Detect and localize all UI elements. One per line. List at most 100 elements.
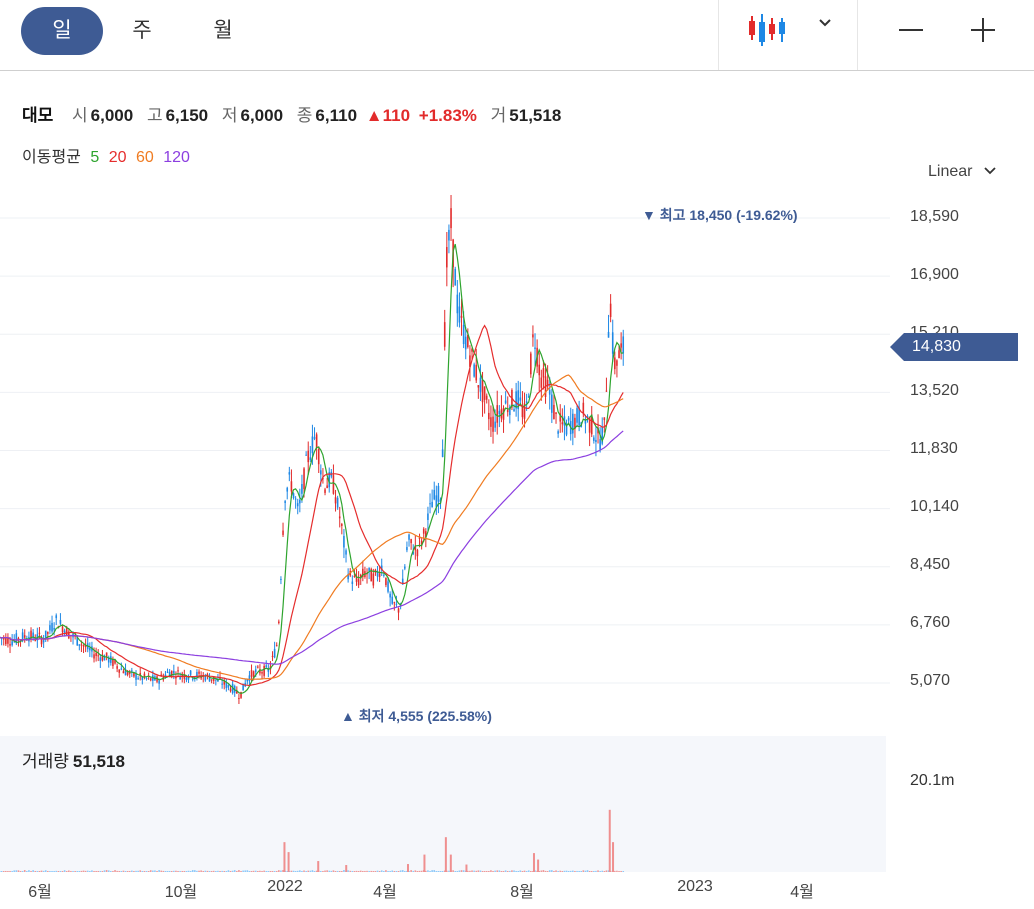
candle-body xyxy=(341,524,343,526)
scale-select[interactable]: Linear xyxy=(928,163,997,181)
volume-bar xyxy=(622,871,625,872)
minus-icon[interactable] xyxy=(891,10,931,50)
volume-bar xyxy=(449,854,452,872)
candle-body xyxy=(404,566,406,569)
volume-bar xyxy=(152,870,154,872)
volume-bar xyxy=(496,870,499,872)
candle-body xyxy=(525,401,528,403)
volume-bar xyxy=(582,870,585,872)
candle-body xyxy=(496,405,499,423)
candle-body xyxy=(343,535,345,548)
candle-body xyxy=(355,576,358,582)
candle-body xyxy=(145,678,148,680)
volume-bar xyxy=(194,870,196,872)
candle-body xyxy=(114,659,116,664)
price-chart[interactable] xyxy=(0,195,890,735)
volume-bar xyxy=(126,871,129,872)
volume-bar xyxy=(55,870,58,872)
volume-bar xyxy=(513,870,515,872)
volume-bar xyxy=(84,870,87,872)
change-value: ▲110 xyxy=(365,106,411,125)
volume-bar xyxy=(574,871,576,872)
x-tick-label: 10월 xyxy=(164,884,198,901)
candle-body xyxy=(231,683,234,694)
volume-bar xyxy=(68,870,70,872)
candle-body xyxy=(328,472,331,488)
candlestick-icon[interactable] xyxy=(748,12,786,48)
volume-bar xyxy=(49,871,51,872)
candle-body xyxy=(553,404,555,420)
volume-bar xyxy=(168,871,171,872)
volume-bar xyxy=(334,871,337,872)
candle-body xyxy=(401,578,404,585)
volume-bar xyxy=(177,871,179,872)
candle-body xyxy=(548,389,551,395)
volume-bar xyxy=(246,870,249,872)
candle-body xyxy=(15,633,18,644)
candle-body xyxy=(446,247,448,268)
plus-icon[interactable] xyxy=(963,10,1003,50)
tab-monthly[interactable]: 월 xyxy=(213,19,233,42)
candle-body xyxy=(263,665,265,676)
volume-bar xyxy=(607,870,610,872)
volume-bar xyxy=(309,870,312,872)
candle-body xyxy=(240,691,242,698)
candle-body xyxy=(485,395,488,400)
volume-bar xyxy=(467,870,469,872)
volume-bar xyxy=(437,871,440,872)
volume-bar xyxy=(395,871,398,872)
volume-bar xyxy=(198,870,200,872)
volume-bar xyxy=(307,870,310,872)
candle-body xyxy=(208,677,211,682)
volume-bar xyxy=(116,870,118,872)
candle-body xyxy=(122,671,125,674)
x-tick-label: 4월 xyxy=(790,884,814,901)
volume-bar xyxy=(332,870,335,872)
ohlc-info: 대모 시 6,000 고 6,150 저 6,000 종 6,110 ▲110 +1.8… xyxy=(22,101,561,126)
tab-daily[interactable]: 일 xyxy=(21,7,103,55)
volume-bar xyxy=(444,837,447,872)
volume-bar xyxy=(431,870,433,872)
volume-bar xyxy=(401,870,404,872)
volume-bar xyxy=(425,870,427,872)
volume-bar xyxy=(320,871,322,872)
volume-bar xyxy=(179,871,181,872)
volume-bar xyxy=(452,870,454,872)
volume-bar xyxy=(57,871,60,872)
candle-body xyxy=(414,546,417,551)
high-annotation: ▼ 최고 18,450 (-19.62%) xyxy=(642,207,798,223)
volume-bar xyxy=(473,870,475,872)
candle-body xyxy=(47,632,49,634)
candle-body xyxy=(82,645,85,647)
volume-bar xyxy=(353,871,356,872)
volume-bar xyxy=(593,871,595,872)
volume-bar xyxy=(330,870,333,872)
candle-body xyxy=(309,457,312,460)
volume-bar xyxy=(112,871,114,872)
candle-body xyxy=(307,450,310,463)
y-tick-label: 8,450 xyxy=(910,556,951,573)
tab-weekly[interactable]: 주 xyxy=(132,19,152,42)
volume-bar xyxy=(569,870,572,872)
candle-body xyxy=(5,637,7,645)
candle-body xyxy=(406,547,408,551)
x-tick-label: 8월 xyxy=(510,884,534,901)
volume-bar xyxy=(99,870,102,872)
volume-bar xyxy=(185,871,188,872)
candle-body xyxy=(345,550,347,555)
candle-body xyxy=(618,350,620,359)
low-annotation: ▲ 최저 4,555 (225.58%) xyxy=(341,708,492,724)
volume-bar xyxy=(561,871,564,872)
volume-bar xyxy=(523,870,526,872)
volume-bar xyxy=(616,870,618,872)
chevron-down-icon[interactable] xyxy=(818,18,832,28)
candle-body xyxy=(393,602,396,604)
candle-body xyxy=(32,632,34,638)
candle-body xyxy=(311,436,314,454)
candle-body xyxy=(584,419,587,424)
volume-bar xyxy=(44,870,47,872)
current-price-tag: 14,830 xyxy=(890,333,1018,361)
candle-body xyxy=(7,637,9,644)
volume-bar xyxy=(322,871,324,872)
volume-chart[interactable] xyxy=(0,736,886,872)
